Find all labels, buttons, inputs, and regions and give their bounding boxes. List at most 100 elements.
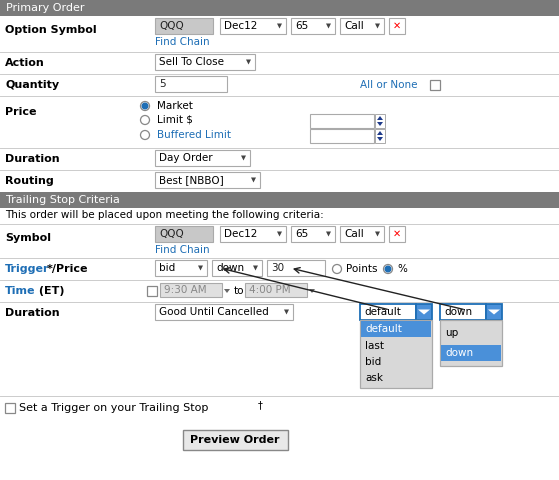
Polygon shape: [277, 24, 282, 28]
Text: Find Chain: Find Chain: [155, 245, 210, 255]
Text: Best [NBBO]: Best [NBBO]: [159, 175, 224, 185]
Text: ask: ask: [365, 373, 383, 383]
Bar: [147, 286, 157, 296]
Text: Limit $: Limit $: [157, 115, 193, 125]
Text: Duration: Duration: [5, 308, 60, 318]
Text: Option Symbol: Option Symbol: [5, 25, 97, 35]
Text: 5: 5: [159, 79, 165, 89]
Text: %: %: [397, 264, 407, 274]
Bar: [155, 260, 207, 276]
Text: 30: 30: [271, 263, 284, 273]
Polygon shape: [251, 178, 256, 182]
Text: Market: Market: [157, 101, 193, 111]
Bar: [220, 18, 286, 34]
Polygon shape: [326, 24, 331, 28]
Bar: [310, 129, 374, 143]
Polygon shape: [198, 265, 203, 271]
Text: Trailing Stop Criteria: Trailing Stop Criteria: [6, 195, 120, 205]
Text: 4:00 PM: 4:00 PM: [249, 285, 291, 295]
Text: Buffered Limit: Buffered Limit: [157, 130, 231, 140]
Polygon shape: [377, 131, 383, 135]
Bar: [155, 54, 255, 70]
Text: default: default: [365, 324, 402, 334]
Polygon shape: [375, 24, 380, 28]
Polygon shape: [241, 156, 246, 160]
Text: Call: Call: [344, 21, 364, 31]
Polygon shape: [309, 289, 315, 293]
Text: QQQ: QQQ: [159, 229, 184, 239]
Bar: [441, 345, 501, 361]
Bar: [220, 226, 286, 242]
Text: QQQ: QQQ: [159, 21, 184, 31]
Text: Routing: Routing: [5, 176, 54, 186]
Bar: [340, 226, 384, 242]
Polygon shape: [326, 231, 331, 237]
Text: Call: Call: [344, 229, 364, 239]
Text: Quantity: Quantity: [5, 80, 59, 90]
Text: Duration: Duration: [5, 154, 60, 164]
Bar: [160, 283, 222, 297]
Text: Action: Action: [5, 58, 45, 68]
Text: ✕: ✕: [393, 229, 401, 239]
Circle shape: [142, 103, 148, 109]
Text: Points: Points: [346, 264, 377, 274]
Bar: [416, 304, 432, 320]
Text: up: up: [445, 328, 458, 338]
Bar: [486, 304, 502, 320]
Bar: [155, 150, 250, 166]
Bar: [183, 430, 288, 450]
Text: bid: bid: [159, 263, 176, 273]
Bar: [360, 320, 432, 388]
Bar: [340, 18, 384, 34]
Text: to: to: [234, 286, 244, 296]
Text: †: †: [258, 400, 263, 410]
Bar: [155, 76, 227, 92]
Bar: [291, 226, 335, 242]
Text: Time: Time: [5, 286, 36, 296]
Text: 9:30 AM: 9:30 AM: [164, 285, 207, 295]
Text: Day Order: Day Order: [159, 153, 212, 163]
Polygon shape: [284, 310, 289, 314]
Bar: [155, 226, 213, 242]
Text: This order will be placed upon meeting the following criteria:: This order will be placed upon meeting t…: [5, 210, 324, 220]
Circle shape: [385, 266, 391, 272]
Text: Primary Order: Primary Order: [6, 3, 84, 13]
Bar: [0, 192, 559, 208]
Polygon shape: [488, 310, 500, 314]
Polygon shape: [224, 289, 230, 293]
Text: down: down: [216, 263, 244, 273]
Bar: [430, 80, 440, 90]
Bar: [0, 0, 559, 16]
Bar: [155, 304, 293, 320]
Bar: [361, 321, 431, 337]
Polygon shape: [375, 231, 380, 237]
Text: Preview Order: Preview Order: [190, 435, 280, 445]
Text: bid: bid: [365, 357, 381, 367]
Bar: [389, 18, 405, 34]
Text: Dec12: Dec12: [224, 21, 257, 31]
Text: Symbol: Symbol: [5, 233, 51, 243]
Bar: [291, 18, 335, 34]
Bar: [155, 172, 260, 188]
Polygon shape: [418, 310, 430, 314]
Polygon shape: [377, 137, 383, 141]
Polygon shape: [253, 265, 258, 271]
Text: last: last: [365, 341, 384, 351]
Text: Set a Trigger on your Trailing Stop: Set a Trigger on your Trailing Stop: [19, 403, 209, 413]
Text: Find Chain: Find Chain: [155, 37, 210, 47]
Bar: [360, 304, 416, 320]
Bar: [389, 226, 405, 242]
Text: (ET): (ET): [35, 286, 64, 296]
Polygon shape: [377, 116, 383, 120]
Text: default: default: [364, 307, 401, 317]
Bar: [5, 403, 15, 413]
Polygon shape: [377, 122, 383, 126]
Text: Sell To Close: Sell To Close: [159, 57, 224, 67]
Text: ✕: ✕: [393, 21, 401, 31]
Bar: [440, 320, 502, 366]
Bar: [375, 114, 385, 128]
Polygon shape: [246, 60, 251, 64]
Bar: [267, 260, 325, 276]
Text: down: down: [445, 348, 473, 358]
Text: 65: 65: [295, 229, 308, 239]
